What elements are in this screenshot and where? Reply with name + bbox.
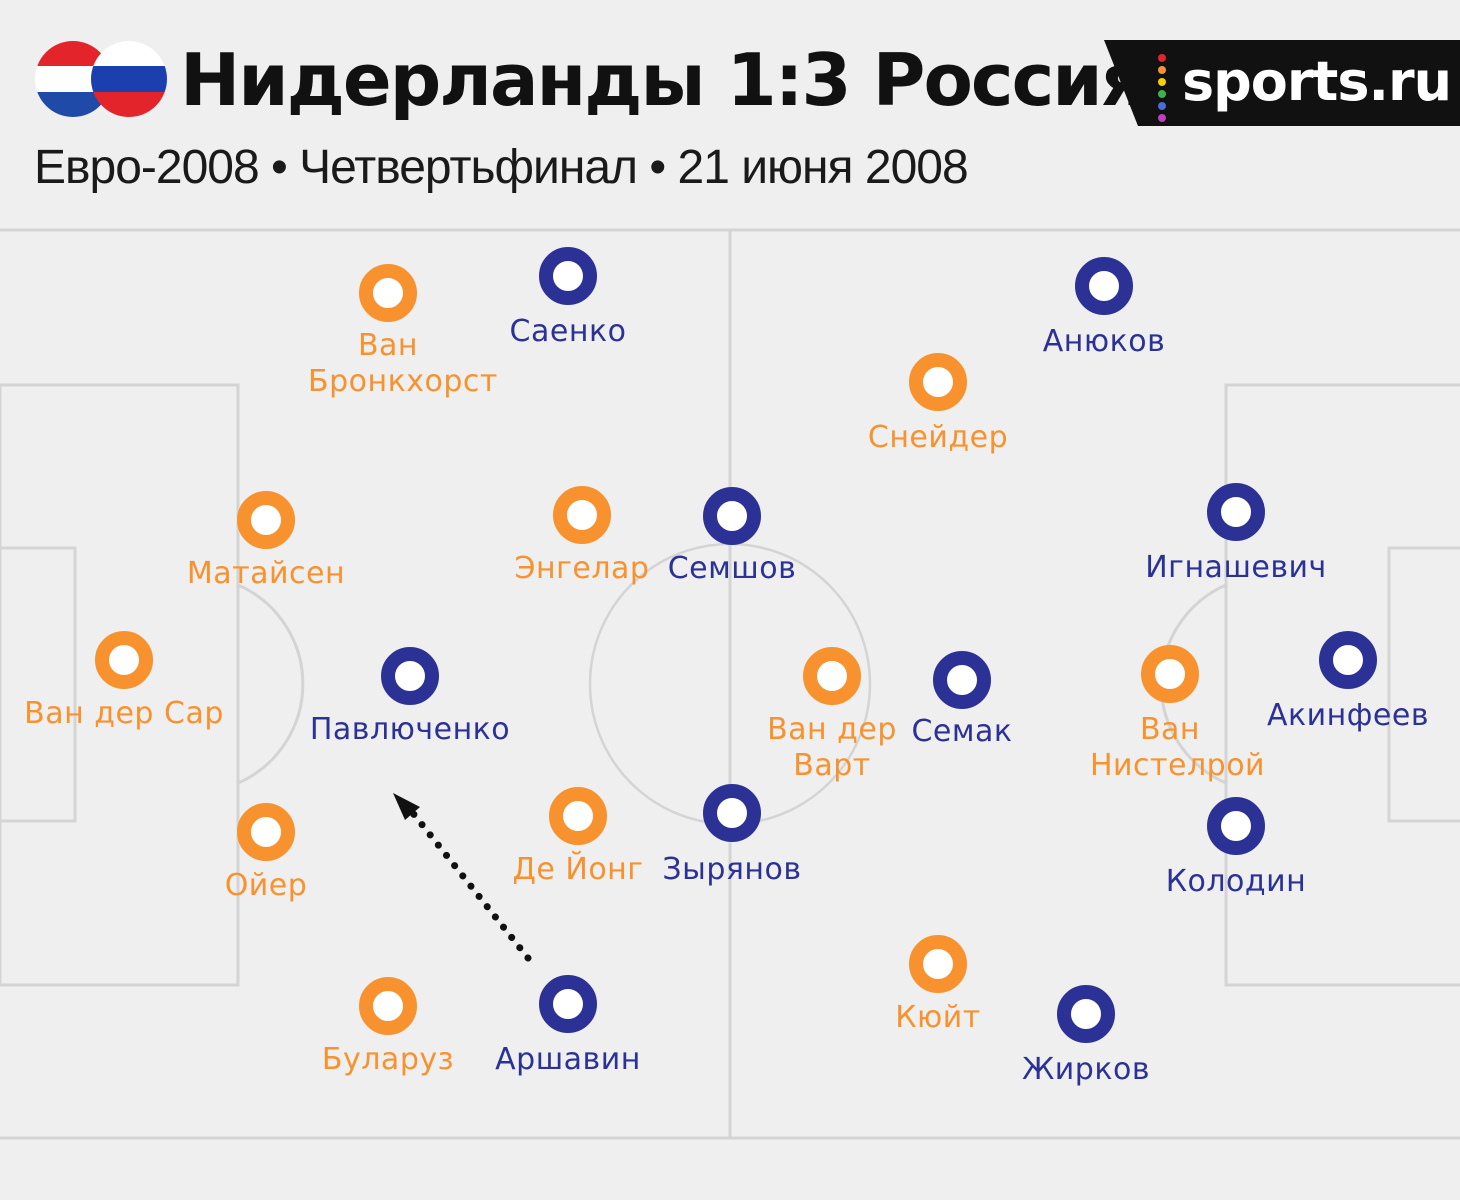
russia-player-marker (381, 647, 439, 705)
russia-player-name: Семшов (667, 551, 797, 586)
russia-player-marker (1207, 483, 1265, 541)
russia-player-marker (703, 784, 761, 842)
run-arrow-line (408, 808, 532, 962)
netherlands-player-name: Матайсен (186, 556, 346, 591)
russia-player-marker (1207, 797, 1265, 855)
russia-player-marker (933, 651, 991, 709)
netherlands-player-marker (1141, 645, 1199, 703)
netherlands-player-name: Ван дер Сар (24, 696, 224, 731)
russia-player-marker (703, 487, 761, 545)
netherlands-player-name: Ван Бронкхорст (308, 328, 498, 399)
russia-player-name: Игнашевич (1145, 550, 1327, 585)
netherlands-player-name: Кюйт (895, 1000, 981, 1035)
russia-player-name: Жирков (1021, 1052, 1151, 1087)
team-flags (35, 41, 167, 117)
run-arrow-head (393, 793, 420, 820)
russia-player-name: Аршавин (495, 1042, 641, 1077)
netherlands-player-name: Ван Нистелрой (1090, 712, 1266, 783)
russia-player-marker (1057, 985, 1115, 1043)
pitch-markings (0, 228, 1460, 1140)
netherlands-player-name: Ван дер Варт (767, 712, 897, 783)
russia-player-name: Акинфеев (1267, 698, 1429, 733)
netherlands-player-marker (359, 977, 417, 1035)
netherlands-player-name: Снейдер (867, 420, 1009, 455)
russia-player-marker (539, 247, 597, 305)
match-subtitle: Евро-2008 • Четвертьфинал • 21 июня 2008 (34, 141, 969, 194)
netherlands-player-marker (549, 787, 607, 845)
match-title: Нидерланды 1:3 Россия (180, 38, 1147, 122)
russia-player-name: Колодин (1165, 864, 1307, 899)
netherlands-player-name: Энгелар (514, 551, 650, 586)
netherlands-player-marker (237, 803, 295, 861)
netherlands-player-name: Буларуз (321, 1042, 455, 1077)
players-layer (95, 247, 1377, 1043)
netherlands-player-marker (95, 631, 153, 689)
netherlands-player-marker (909, 935, 967, 993)
russia-player-name: Зырянов (662, 852, 802, 887)
netherlands-player-marker (237, 491, 295, 549)
netherlands-player-marker (803, 647, 861, 705)
logo-text: sports.ru (1182, 50, 1452, 113)
netherlands-player-marker (553, 486, 611, 544)
netherlands-player-marker (359, 264, 417, 322)
russia-player-name: Анюков (1042, 324, 1166, 359)
header: Нидерланды 1:3 Россия Евро-2008 • Четвер… (0, 0, 1460, 225)
sports-ru-logo: sports.ru (1104, 40, 1460, 126)
russia-player-marker (1075, 257, 1133, 315)
russia-player-marker (1319, 631, 1377, 689)
russia-player-name: Саенко (509, 314, 627, 349)
netherlands-player-marker (909, 353, 967, 411)
russia-player-name: Павлюченко (309, 712, 511, 747)
russia-player-name: Семак (911, 714, 1013, 749)
netherlands-player-name: Де Йонг (512, 852, 644, 887)
netherlands-player-name: Ойер (224, 868, 308, 903)
russia-player-marker (539, 975, 597, 1033)
